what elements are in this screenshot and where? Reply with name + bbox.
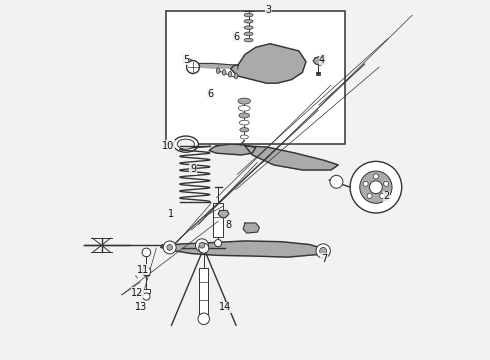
Polygon shape xyxy=(245,146,338,170)
Circle shape xyxy=(196,239,208,252)
Ellipse shape xyxy=(234,73,238,79)
Circle shape xyxy=(319,247,327,255)
Ellipse shape xyxy=(239,105,250,111)
Ellipse shape xyxy=(173,136,198,152)
Circle shape xyxy=(380,193,385,198)
Bar xyxy=(199,268,208,315)
Circle shape xyxy=(143,293,150,300)
Ellipse shape xyxy=(177,139,195,149)
Ellipse shape xyxy=(240,128,249,132)
Text: 3: 3 xyxy=(265,5,271,15)
Circle shape xyxy=(330,175,343,188)
Ellipse shape xyxy=(244,19,253,23)
Ellipse shape xyxy=(222,69,226,75)
Ellipse shape xyxy=(244,32,253,36)
Text: 6: 6 xyxy=(208,89,214,99)
Polygon shape xyxy=(188,63,238,69)
Polygon shape xyxy=(209,144,256,155)
Ellipse shape xyxy=(240,135,248,139)
Ellipse shape xyxy=(238,98,250,104)
Circle shape xyxy=(167,244,172,250)
Text: 4: 4 xyxy=(319,55,325,65)
Circle shape xyxy=(360,171,392,203)
Circle shape xyxy=(369,181,382,194)
Text: 9: 9 xyxy=(190,164,196,174)
Text: 1: 1 xyxy=(169,209,174,219)
Ellipse shape xyxy=(239,113,250,118)
Circle shape xyxy=(316,244,330,258)
Ellipse shape xyxy=(216,68,220,73)
Polygon shape xyxy=(243,223,259,233)
Polygon shape xyxy=(231,44,306,83)
Ellipse shape xyxy=(228,71,232,77)
Text: 7: 7 xyxy=(321,254,327,264)
Bar xyxy=(213,203,223,237)
Circle shape xyxy=(215,239,221,247)
Text: 2: 2 xyxy=(384,191,390,201)
Text: 14: 14 xyxy=(219,302,231,312)
Text: 6: 6 xyxy=(233,32,239,41)
Circle shape xyxy=(350,161,402,213)
Circle shape xyxy=(373,174,378,179)
Text: 12: 12 xyxy=(131,288,144,298)
Text: 13: 13 xyxy=(135,302,147,312)
Ellipse shape xyxy=(244,13,253,17)
Circle shape xyxy=(163,241,176,254)
Text: 11: 11 xyxy=(137,265,149,275)
Text: 10: 10 xyxy=(162,141,174,151)
Circle shape xyxy=(384,181,389,186)
Polygon shape xyxy=(218,211,229,218)
Circle shape xyxy=(142,248,151,257)
Circle shape xyxy=(199,242,205,248)
Ellipse shape xyxy=(244,39,253,42)
Polygon shape xyxy=(161,241,324,257)
Polygon shape xyxy=(313,56,324,65)
Text: 5: 5 xyxy=(183,55,189,65)
Bar xyxy=(317,72,320,75)
Ellipse shape xyxy=(244,26,253,30)
Circle shape xyxy=(142,267,151,276)
Bar xyxy=(143,289,150,293)
Ellipse shape xyxy=(239,120,249,125)
Circle shape xyxy=(199,243,209,253)
Circle shape xyxy=(367,193,372,198)
Circle shape xyxy=(198,313,210,324)
Circle shape xyxy=(187,60,199,73)
Bar xyxy=(166,12,345,144)
Text: 8: 8 xyxy=(226,220,232,230)
Circle shape xyxy=(363,181,368,186)
